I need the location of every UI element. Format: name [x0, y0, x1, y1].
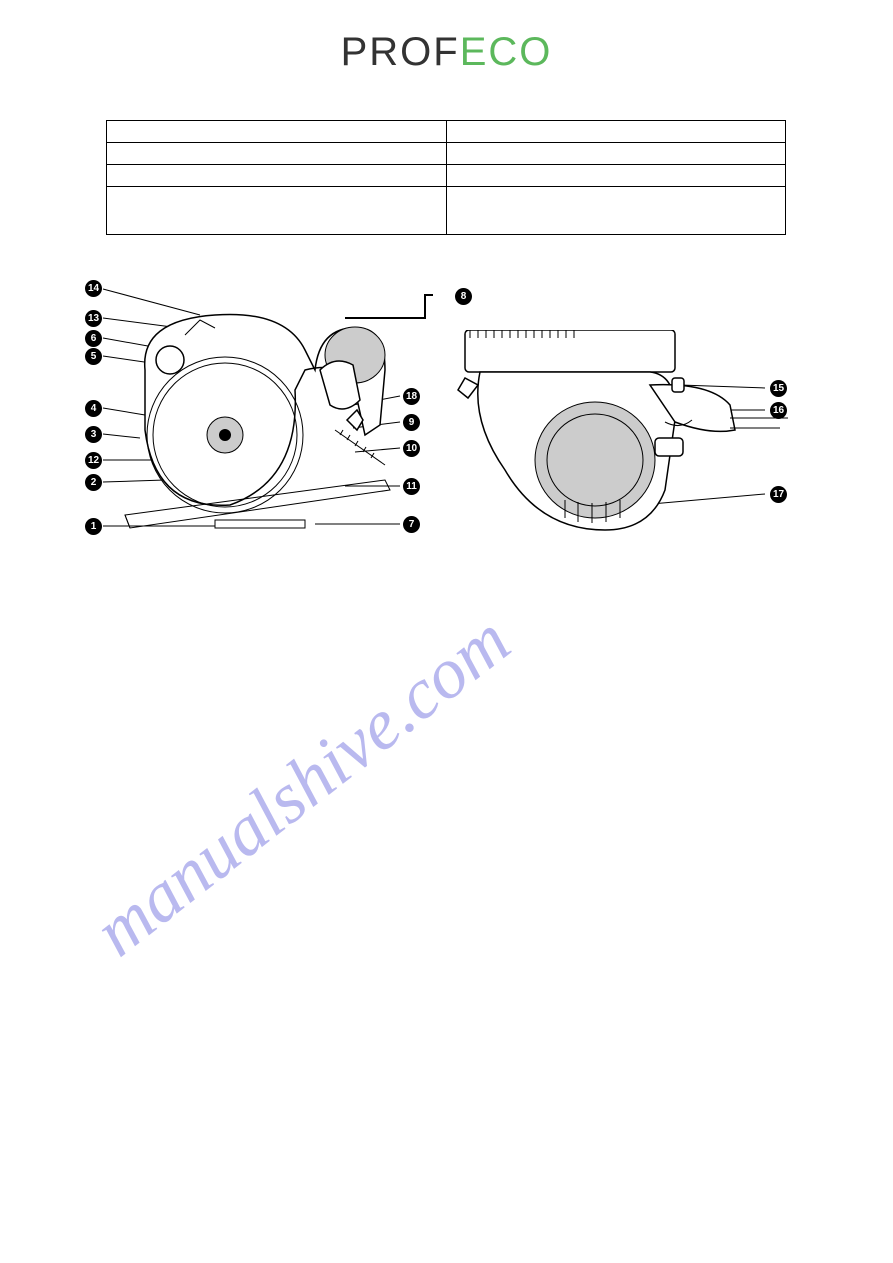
saw-right-svg	[450, 330, 790, 550]
logo-part2: ECO	[460, 30, 553, 74]
callout-13: 13	[85, 310, 102, 327]
callout-15: 15	[770, 380, 787, 397]
logo-part1: PROF	[341, 30, 460, 74]
table-cell	[107, 187, 447, 235]
table-cell	[107, 121, 447, 143]
saw-left-svg	[85, 280, 435, 560]
brand-logo: PROFECO	[341, 30, 553, 75]
callout-3: 3	[85, 426, 102, 443]
table-cell	[446, 187, 786, 235]
callout-16: 16	[770, 402, 787, 419]
watermark-text: manualshive.com	[79, 599, 526, 973]
table-cell	[446, 143, 786, 165]
callout-7: 7	[403, 516, 420, 533]
diagram-left-view: 14 13 6 5 4 3 12 2 1 18 9 10 11 7	[85, 280, 435, 560]
callout-10: 10	[403, 440, 420, 457]
specifications-table	[106, 120, 786, 235]
callout-17: 17	[770, 486, 787, 503]
product-diagrams: 14 13 6 5 4 3 12 2 1 18 9 10 11 7 8	[85, 280, 805, 560]
callout-18: 18	[403, 388, 420, 405]
table-row	[107, 143, 786, 165]
callout-12: 12	[85, 452, 102, 469]
callout-2: 2	[85, 474, 102, 491]
table-cell	[446, 165, 786, 187]
table-row	[107, 165, 786, 187]
table-cell	[107, 143, 447, 165]
callout-9: 9	[403, 414, 420, 431]
callout-11: 11	[403, 478, 420, 495]
callout-4: 4	[85, 400, 102, 417]
callout-5: 5	[85, 348, 102, 365]
table-row	[107, 187, 786, 235]
callout-6: 6	[85, 330, 102, 347]
table-cell	[446, 121, 786, 143]
diagram-right-view: 15 16 17	[450, 330, 790, 550]
table-row	[107, 121, 786, 143]
callout-1: 1	[85, 518, 102, 535]
callout-8: 8	[455, 288, 472, 305]
table-cell	[107, 165, 447, 187]
callout-14: 14	[85, 280, 102, 297]
